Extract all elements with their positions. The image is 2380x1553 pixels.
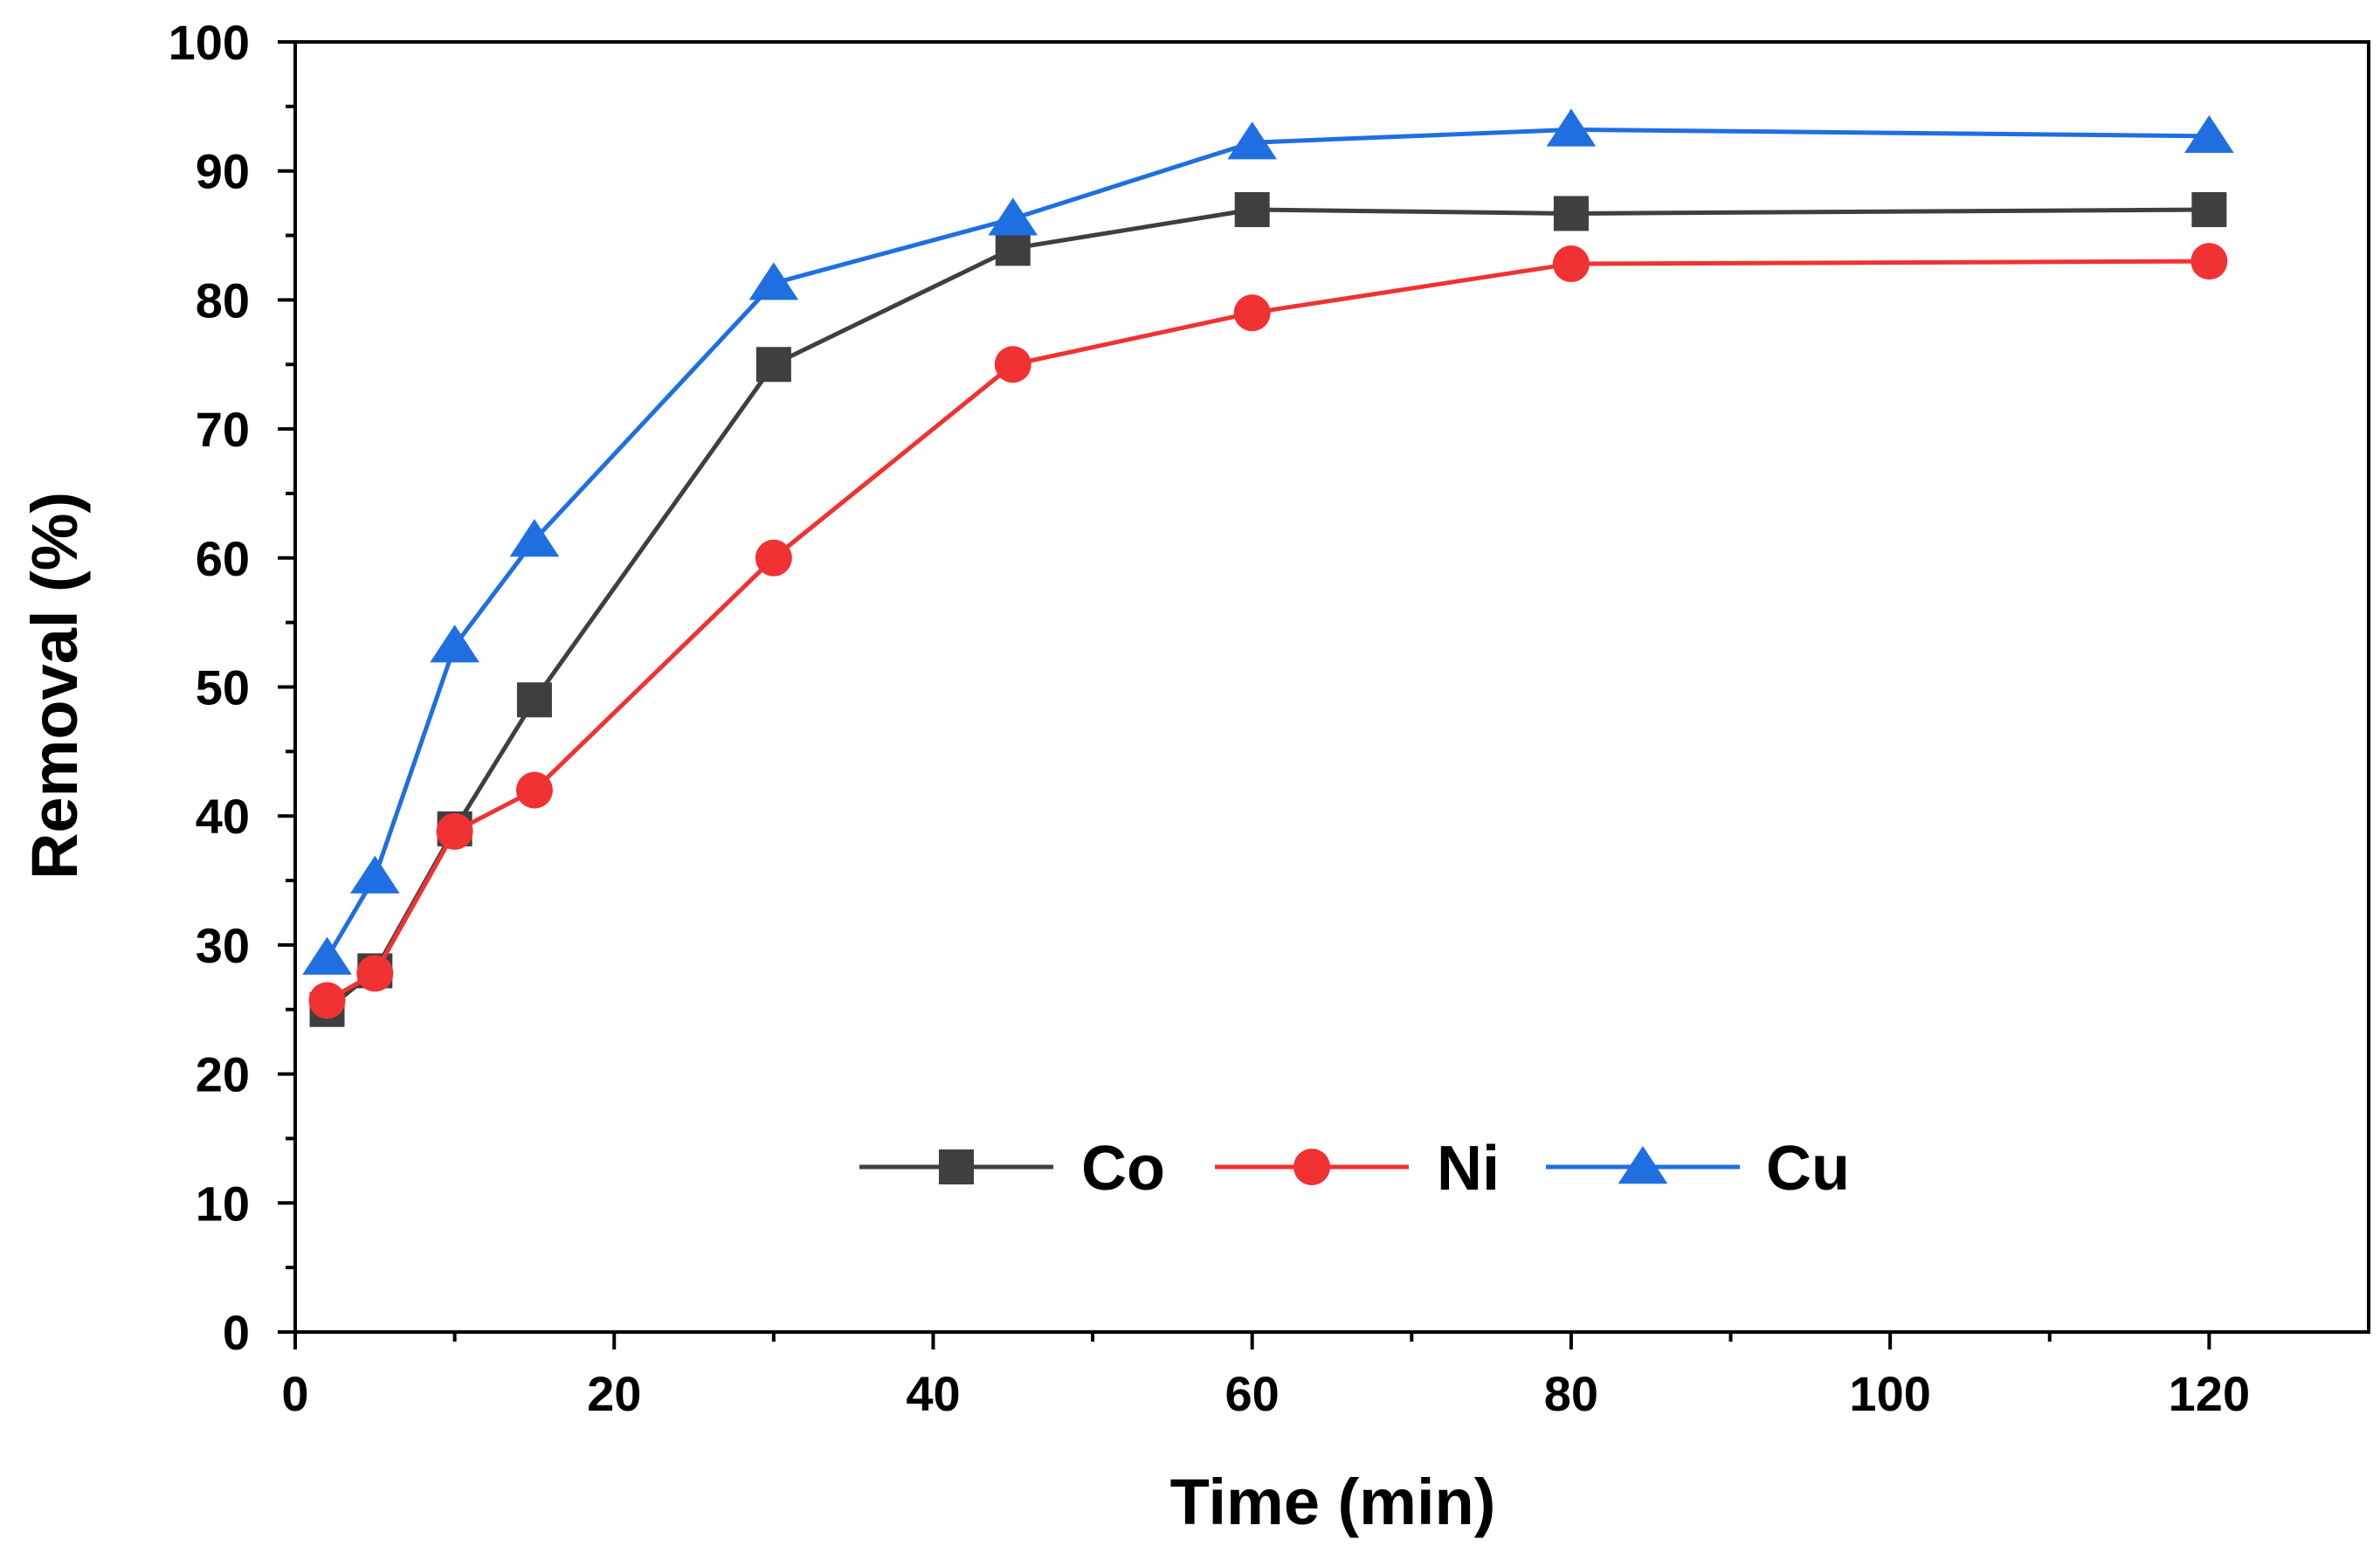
legend-entry-ni: Ni [1215,1134,1500,1204]
y-tick-label: 80 [196,273,250,328]
y-tick-label: 40 [196,789,250,844]
legend-entry-co: Co [859,1134,1165,1204]
data-point-co [755,347,791,383]
data-point-co [2191,192,2227,228]
legend-marker [939,1149,974,1184]
data-point-cu [748,262,799,300]
data-point-cu [349,855,400,894]
data-point-cu [1546,108,1597,147]
data-point-co [995,231,1031,266]
x-tick-label: 80 [1544,1366,1598,1421]
y-tick-label: 30 [196,918,250,973]
y-tick-label: 90 [196,144,250,199]
data-point-ni [755,539,792,576]
legend-marker [1618,1146,1668,1184]
x-tick-label: 0 [281,1366,308,1421]
data-point-ni [994,346,1031,383]
y-tick-label: 10 [196,1176,250,1231]
data-point-co [1234,192,1270,228]
data-point-co [1553,196,1589,231]
data-point-ni [1233,294,1271,332]
legend-label: Cu [1766,1134,1850,1204]
x-tick-label: 20 [587,1366,641,1421]
y-tick-label: 50 [196,660,250,715]
data-point-co [516,682,552,718]
x-tick-label: 120 [2169,1366,2250,1421]
x-tick-label: 40 [906,1366,960,1421]
series-layer [302,108,2234,1027]
data-point-cu [430,625,479,663]
series-cu [302,108,2234,975]
axes-layer: 0 10 20 30 40 50 60 70 80 90 100 0 20 40 60 80 100 120 [169,15,2370,1421]
y-axis-title: Removal (%) [18,492,91,880]
data-point-cu [302,936,352,975]
x-axis-title: Time (min) [1170,1466,1496,1538]
data-point-ni [515,771,553,809]
y-tick-label: 0 [223,1305,250,1360]
series-ni [308,243,2228,1019]
y-tick-label: 100 [169,15,250,70]
legend: Co Ni Cu [859,1134,1850,1204]
legend-label: Ni [1437,1134,1500,1204]
data-point-cu [509,519,560,557]
data-point-ni [436,812,473,850]
data-point-cu [988,197,1038,236]
data-point-ni [1552,245,1590,283]
x-tick-label: 100 [1849,1366,1930,1421]
data-point-ni [356,955,394,992]
y-tick-label: 60 [196,531,250,586]
data-point-cu [1227,121,1278,160]
y-tick-label: 20 [196,1047,250,1102]
data-point-ni [2190,243,2228,280]
legend-entry-cu: Cu [1546,1134,1850,1204]
x-tick-label: 60 [1225,1366,1280,1421]
data-point-ni [308,982,346,1019]
data-point-cu [2184,114,2234,154]
legend-label: Co [1081,1134,1165,1204]
y-tick-label: 70 [196,402,250,457]
legend-marker [1293,1149,1330,1185]
